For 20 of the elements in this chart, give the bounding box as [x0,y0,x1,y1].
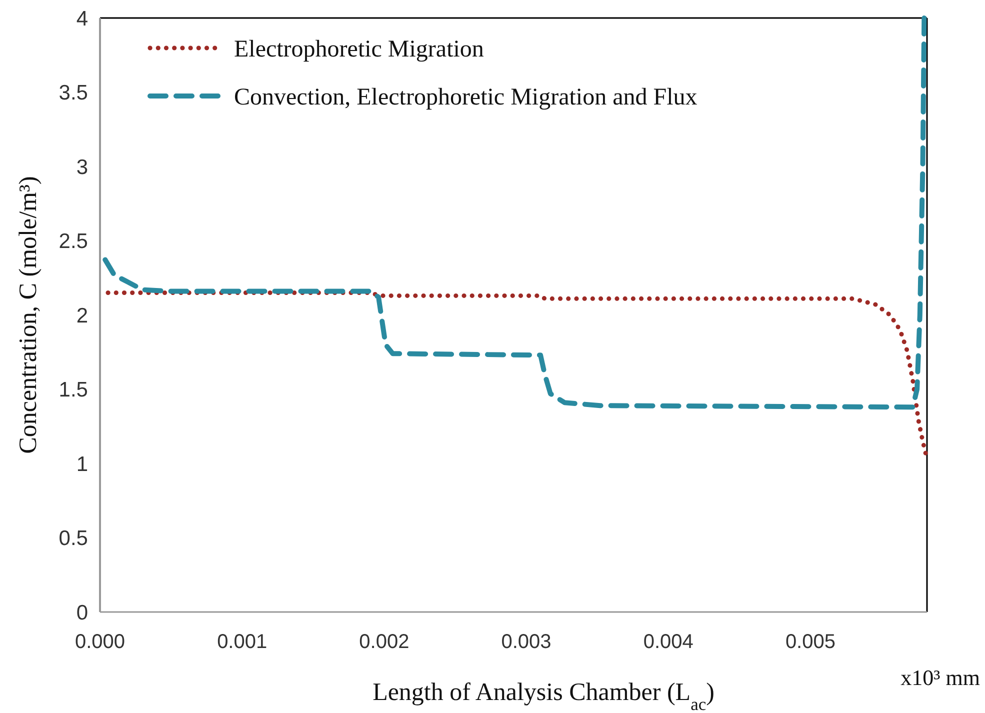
x-tick-label: 0.001 [217,631,268,653]
y-tick-label: 4 [76,7,88,30]
legend-label: Electrophoretic Migration [234,36,484,62]
x-tick-label: 0.004 [643,631,694,653]
x-tick-label: 0.005 [785,631,836,653]
y-tick-label: 2.5 [58,230,88,254]
y-tick-label: 1.5 [58,378,88,402]
x-axis-title: Length of Analysis Chamber (L$_{ac}$) [372,679,714,713]
y-tick-label: 0.5 [58,527,88,550]
y-tick-label: 1 [76,452,88,476]
y-tick-label: 3.5 [58,82,88,105]
y-tick-label: 3 [76,156,88,179]
y-tick-label: 0 [76,601,88,624]
y-axis-title: Concentration, C (mole/m³) [15,176,42,454]
x-tick-label: 0.000 [74,631,126,653]
x-tick-label: 0.002 [359,631,410,653]
y-tick-label: 2 [76,304,88,328]
legend-label: Convection, Electrophoretic Migration and Flux [234,84,698,110]
x-tick-label: 0.003 [501,631,552,653]
text: x10³ mm [900,665,980,690]
